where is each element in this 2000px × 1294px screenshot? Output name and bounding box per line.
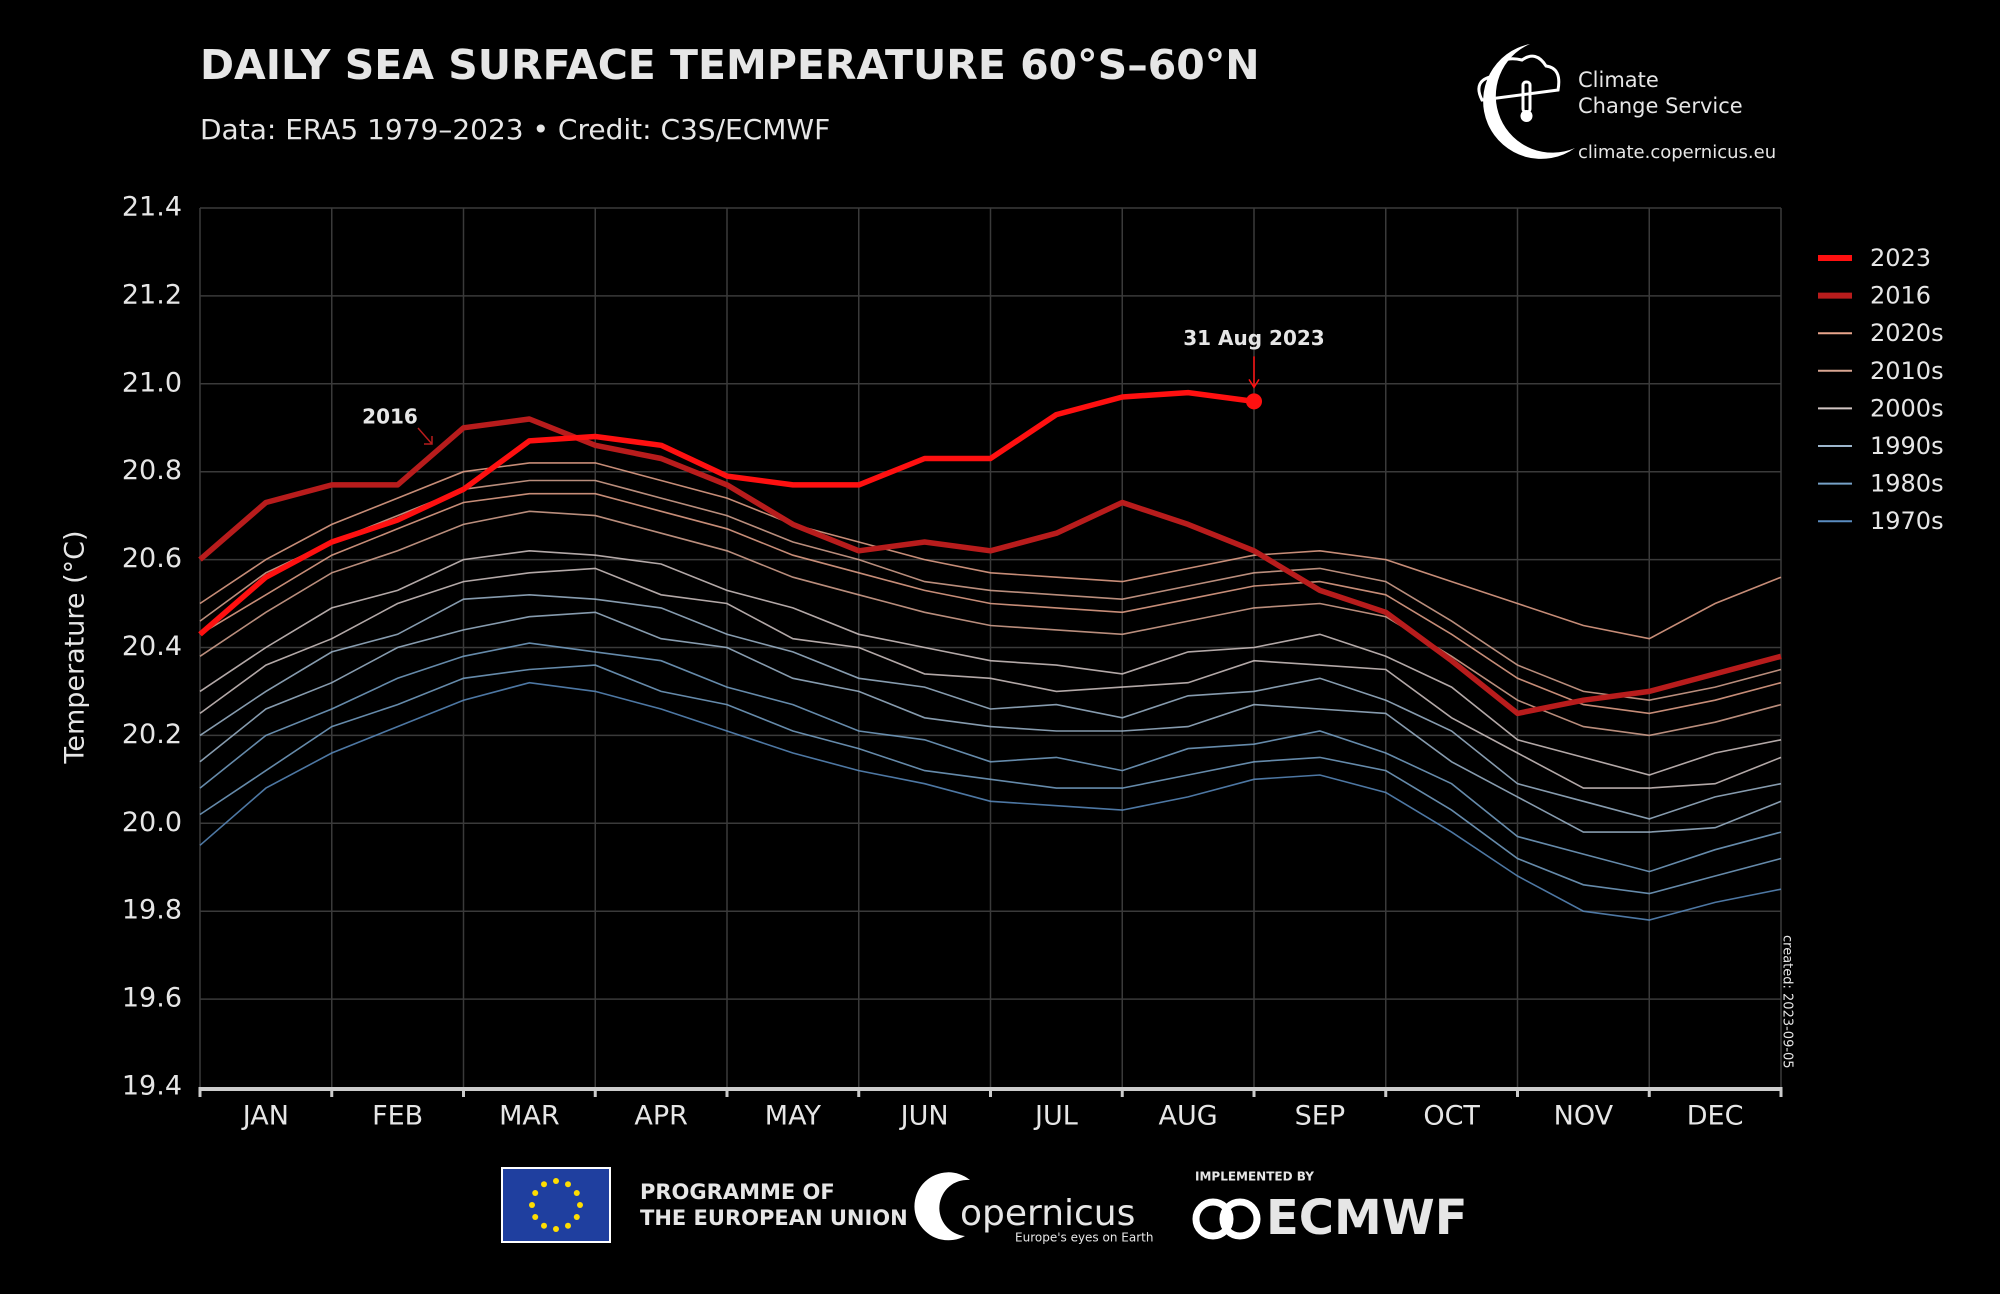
year-line [198, 416, 1782, 717]
brand-url: climate.copernicus.eu [1578, 142, 1776, 163]
x-tick-label: AUG [1159, 1101, 1218, 1132]
y-tick-label: 19.8 [122, 895, 182, 926]
x-tick-label: MAY [765, 1101, 822, 1132]
decade-line [199, 492, 1782, 715]
legend-label: 1970s [1870, 507, 1944, 535]
y-tick-label: 21.4 [122, 192, 182, 223]
copernicus-c [914, 1172, 970, 1241]
ecmwf-mark [1192, 1198, 1234, 1240]
eu-star [541, 1181, 547, 1188]
eu-star [532, 1214, 539, 1220]
c3s-logo: Climate Change Service climate.copernicu… [1477, 44, 1776, 163]
decade-line [199, 664, 1782, 895]
copernicus-tagline: Europe's eyes on Earth [1015, 1231, 1153, 1245]
x-tick-label: APR [634, 1101, 688, 1132]
y-tick-label: 21.0 [122, 367, 182, 398]
legend-label: 1980s [1870, 470, 1944, 498]
chart-title: DAILY SEA SURFACE TEMPERATURE 60°S–60°N [200, 41, 1260, 89]
logo-bulb [1520, 110, 1533, 122]
eu-star [577, 1202, 583, 1208]
end-point [1246, 393, 1262, 410]
created-note: created: 2023-09-05 [1780, 935, 1795, 1069]
decade-line [199, 681, 1782, 921]
x-tick-label: OCT [1423, 1101, 1480, 1132]
x-tick-label: JUL [1033, 1101, 1078, 1132]
logo-thermometer [1521, 80, 1532, 114]
plot-lines [198, 389, 1782, 921]
copernicus-text: opernicus [960, 1193, 1135, 1234]
y-tick-label: 21.2 [122, 279, 182, 310]
eu-star [541, 1222, 547, 1229]
footer-logos: PROGRAMME OF THE EUROPEAN UNION opernicu… [501, 1167, 1468, 1246]
decade-line [199, 549, 1782, 776]
x-tick-label: FEB [372, 1101, 423, 1132]
eu-star [553, 1226, 559, 1232]
eu-text: THE EUROPEAN UNION [640, 1206, 908, 1230]
x-tick-label: SEP [1295, 1101, 1345, 1132]
grid [199, 207, 1782, 1087]
x-tick-label: NOV [1554, 1101, 1614, 1132]
decade-line [199, 510, 1782, 737]
annotation: 2016 [362, 405, 418, 429]
y-tick-label: 19.4 [122, 1071, 182, 1102]
x-tick-label: JAN [241, 1101, 289, 1132]
eu-star [532, 1190, 539, 1196]
y-tick-label: 19.6 [122, 983, 182, 1014]
decade-line [199, 462, 1782, 640]
x-tick-label: JUN [899, 1101, 949, 1132]
year-line [198, 389, 1255, 637]
legend-label: 1990s [1870, 432, 1944, 460]
legend-label: 2000s [1870, 394, 1944, 422]
eu-star [573, 1190, 580, 1196]
eu-stars [529, 1178, 583, 1232]
eu-star [573, 1214, 580, 1220]
y-tick-label: 20.8 [122, 455, 182, 486]
eu-star [565, 1222, 571, 1229]
logo-cloud [1477, 54, 1561, 102]
annotation: 31 Aug 2023 [1183, 326, 1324, 350]
y-tick-label: 20.4 [122, 631, 182, 662]
eu-star [565, 1181, 571, 1188]
eu-star [553, 1178, 559, 1184]
decade-line [199, 567, 1782, 789]
eu-star [529, 1202, 535, 1208]
legend-label: 2023 [1870, 244, 1931, 272]
y-tick-label: 20.0 [122, 807, 182, 838]
legend-label: 2010s [1870, 357, 1944, 385]
y-axis-label: Temperature (°C) [60, 530, 91, 764]
legend-label: 2020s [1870, 319, 1944, 347]
implemented-by: IMPLEMENTED BY [1195, 1170, 1314, 1184]
x-tick-label: MAR [499, 1101, 560, 1132]
annotation-arrowhead [1248, 378, 1260, 389]
eu-text: PROGRAMME OF [640, 1180, 835, 1204]
annotation-arrow [417, 427, 433, 445]
y-tick-label: 20.6 [122, 543, 182, 574]
decade-line [199, 593, 1782, 820]
y-tick-label: 20.2 [122, 719, 182, 750]
logo-arc [1483, 44, 1575, 159]
decade-line [199, 642, 1782, 873]
brand-text: Change Service [1578, 94, 1743, 118]
brand-text: Climate [1578, 68, 1659, 92]
decade-line [199, 611, 1782, 833]
legend-label: 2016 [1870, 282, 1931, 310]
chart-subtitle: Data: ERA5 1979–2023 • Credit: C3S/ECMWF [200, 113, 830, 146]
ecmwf-text: ECMWF [1266, 1190, 1468, 1246]
ecmwf-mark [1219, 1198, 1261, 1240]
x-tick-label: DEC [1687, 1101, 1744, 1132]
